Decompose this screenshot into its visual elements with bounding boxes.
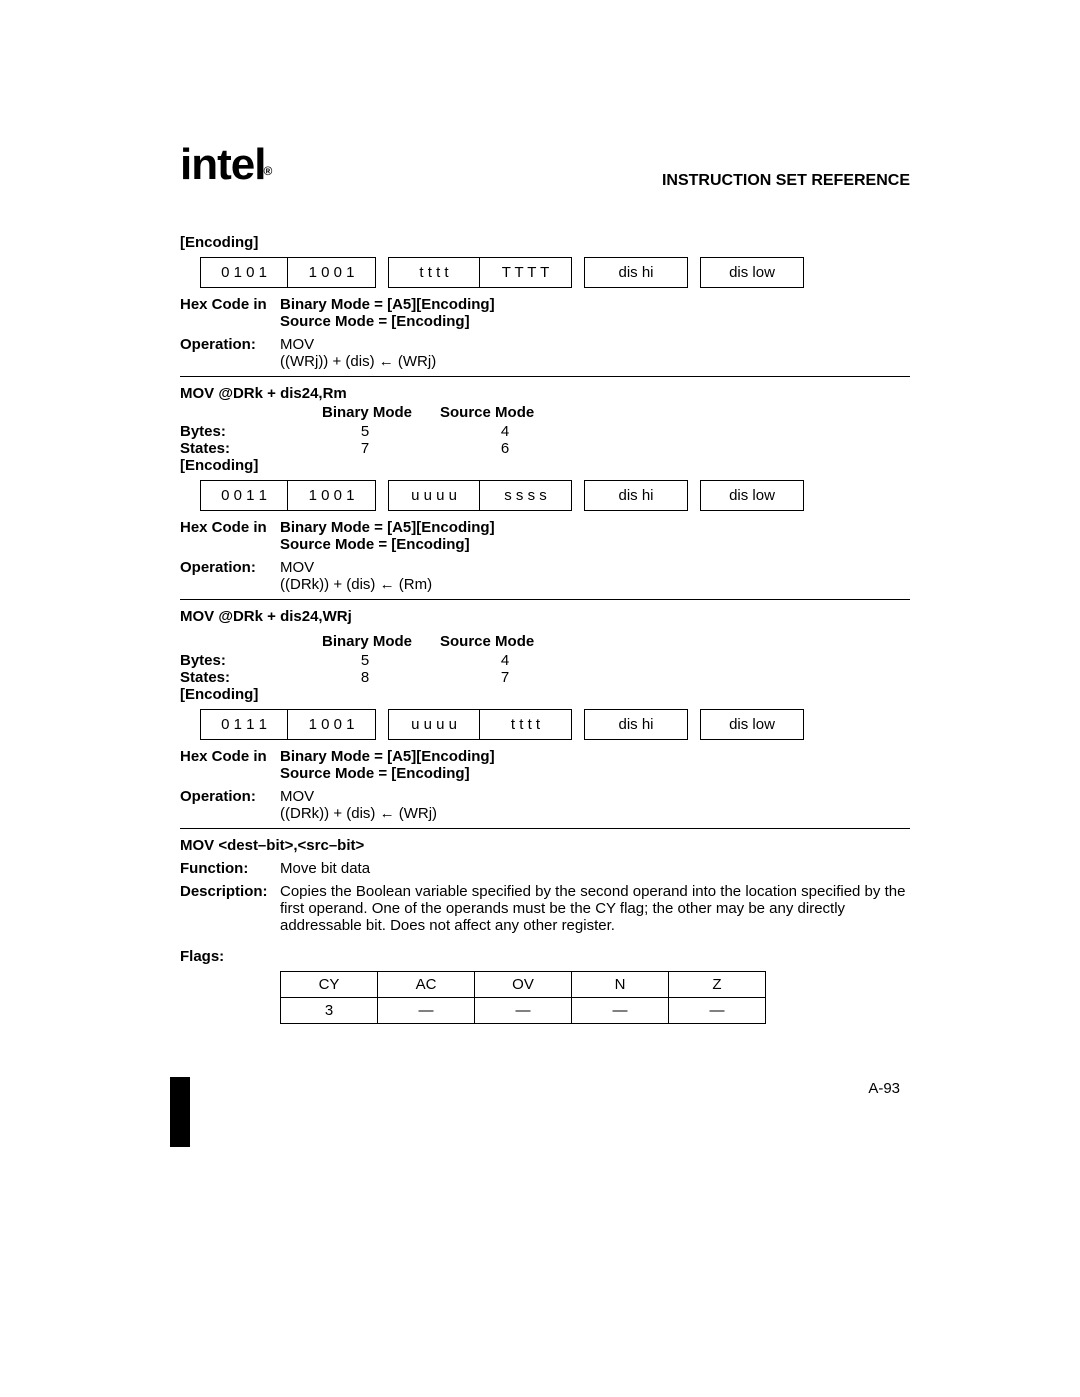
flags-hdr: CY (281, 972, 378, 998)
enc-cell: dis hi (584, 257, 688, 288)
function-label: Function: (180, 860, 280, 877)
description-label: Description: (180, 883, 280, 900)
flags-row: Flags: (180, 948, 910, 965)
margin-tab (170, 1077, 190, 1147)
enc-cell: 1 0 0 1 (288, 709, 376, 740)
enc-cell: 1 0 0 1 (288, 257, 376, 288)
op-value: ((DRk)) + (dis) ← (Rm) (280, 576, 910, 593)
mode-hdr: Source Mode (426, 402, 548, 423)
enc-cell: dis hi (584, 480, 688, 511)
hex-code-label: Hex Code in (180, 296, 280, 313)
description-value: Copies the Boolean variable specified by… (280, 883, 910, 934)
mode-table: Binary ModeSource Mode (280, 402, 548, 423)
op-value: ((WRj)) + (dis) ← (WRj) (280, 353, 910, 370)
operation-row: Operation: MOV ((DRk)) + (dis) ← (WRj) (180, 788, 910, 822)
op-value: ((DRk)) + (dis) ← (WRj) (280, 805, 910, 822)
enc-cell: u u u u (388, 709, 480, 740)
flags-hdr: Z (669, 972, 766, 998)
intel-logo: intel® (180, 140, 273, 190)
encoding-row: 0 1 0 1 1 0 0 1 t t t t T T T T dis hi d… (180, 257, 910, 288)
hex-code-row: Hex Code in Binary Mode = [A5][Encoding]… (180, 748, 910, 782)
section-rule (180, 376, 910, 377)
states-bin: 7 (280, 440, 450, 457)
instruction-title: MOV @DRk + dis24,Rm (180, 385, 910, 402)
bytes-src: 4 (450, 652, 560, 669)
section-rule (180, 599, 910, 600)
registered-mark: ® (263, 164, 271, 178)
states-bin: 8 (280, 669, 450, 686)
operation-label: Operation: (180, 336, 280, 353)
encoding-row: 0 0 1 1 1 0 0 1 u u u u s s s s dis hi d… (180, 480, 910, 511)
function-value: Move bit data (280, 860, 910, 877)
section-rule (180, 828, 910, 829)
hex-source: Source Mode = [Encoding] (280, 313, 910, 330)
enc-cell: dis low (700, 257, 804, 288)
enc-cell: dis hi (584, 709, 688, 740)
bytes-bin: 5 (280, 423, 450, 440)
operation-row: Operation: MOV ((WRj)) + (dis) ← (WRj) (180, 336, 910, 370)
states-src: 7 (450, 669, 560, 686)
operation-row: Operation: MOV ((DRk)) + (dis) ← (Rm) (180, 559, 910, 593)
function-row: Function: Move bit data (180, 860, 910, 877)
mode-hdr: Source Mode (426, 631, 548, 652)
flags-cell: — (475, 998, 572, 1024)
enc-cell: 0 0 1 1 (200, 480, 288, 511)
flags-hdr: OV (475, 972, 572, 998)
flags-cell: — (572, 998, 669, 1024)
operation-label: Operation: (180, 788, 280, 805)
enc-cell: dis low (700, 480, 804, 511)
page-title: INSTRUCTION SET REFERENCE (662, 172, 910, 190)
hex-binary: Binary Mode = [A5][Encoding] (280, 296, 910, 313)
page-header: intel® INSTRUCTION SET REFERENCE (180, 140, 910, 190)
mode-table: Binary ModeSource Mode (280, 631, 548, 652)
instruction-title: MOV <dest–bit>,<src–bit> (180, 837, 910, 854)
encoding-label: [Encoding] (180, 234, 910, 251)
encoding-label: [Encoding] (180, 686, 910, 703)
states-label: States: (180, 669, 280, 686)
mode-hdr: Binary Mode (308, 631, 426, 652)
hex-code-row: Hex Code in Binary Mode = [A5][Encoding]… (180, 296, 910, 330)
enc-cell: u u u u (388, 480, 480, 511)
enc-cell: 0 1 1 1 (200, 709, 288, 740)
operation-label: Operation: (180, 559, 280, 576)
enc-cell: s s s s (480, 480, 572, 511)
encoding-row: 0 1 1 1 1 0 0 1 u u u u t t t t dis hi d… (180, 709, 910, 740)
flags-hdr: N (572, 972, 669, 998)
hex-code-row: Hex Code in Binary Mode = [A5][Encoding]… (180, 519, 910, 553)
op-value: MOV (280, 336, 910, 353)
enc-cell: dis low (700, 709, 804, 740)
mode-hdr: Binary Mode (308, 402, 426, 423)
flags-cell: — (378, 998, 475, 1024)
bytes-label: Bytes: (180, 652, 280, 669)
enc-cell: T T T T (480, 257, 572, 288)
description-row: Description: Copies the Boolean variable… (180, 883, 910, 934)
states-src: 6 (450, 440, 560, 457)
hex-source: Source Mode = [Encoding] (280, 536, 910, 553)
bytes-bin: 5 (280, 652, 450, 669)
page: intel® INSTRUCTION SET REFERENCE [Encodi… (0, 0, 1080, 1397)
hex-binary: Binary Mode = [A5][Encoding] (280, 748, 910, 765)
logo-text: intel (180, 140, 265, 189)
flags-hdr: AC (378, 972, 475, 998)
op-value: MOV (280, 559, 910, 576)
bytes-label: Bytes: (180, 423, 280, 440)
enc-cell: 0 1 0 1 (200, 257, 288, 288)
enc-cell: 1 0 0 1 (288, 480, 376, 511)
flags-cell: — (669, 998, 766, 1024)
flags-table: CY AC OV N Z 3 — — — — (280, 971, 766, 1024)
encoding-label: [Encoding] (180, 457, 910, 474)
op-value: MOV (280, 788, 910, 805)
hex-source: Source Mode = [Encoding] (280, 765, 910, 782)
flags-cell: 3 (281, 998, 378, 1024)
bytes-src: 4 (450, 423, 560, 440)
hex-code-label: Hex Code in (180, 748, 280, 765)
hex-binary: Binary Mode = [A5][Encoding] (280, 519, 910, 536)
enc-cell: t t t t (480, 709, 572, 740)
page-number: A-93 (868, 1080, 900, 1097)
instruction-title: MOV @DRk + dis24,WRj (180, 608, 910, 625)
enc-cell: t t t t (388, 257, 480, 288)
states-label: States: (180, 440, 280, 457)
flags-label: Flags: (180, 948, 280, 965)
hex-code-label: Hex Code in (180, 519, 280, 536)
